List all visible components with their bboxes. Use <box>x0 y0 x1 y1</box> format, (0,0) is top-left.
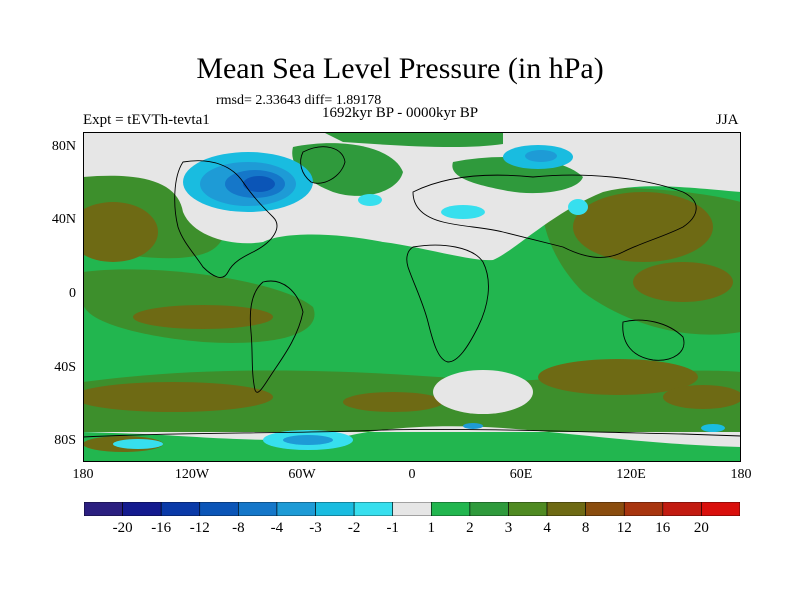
map-plot <box>83 132 741 462</box>
colorbar-label: -16 <box>151 520 172 536</box>
coastlines <box>83 146 741 438</box>
y-tick-0: 0 <box>69 286 76 301</box>
colorbar-swatch <box>430 502 471 516</box>
colorbar <box>84 502 740 516</box>
x-tick-120e: 120E <box>616 467 646 482</box>
y-tick-80s: 80S <box>54 433 76 448</box>
x-tick-120w: 120W <box>174 467 210 482</box>
y-tick-80n: 80N <box>51 139 76 154</box>
chart-title: Mean Sea Level Pressure (in hPa) <box>196 52 604 85</box>
x-tick-180e: 180 <box>730 467 752 482</box>
colorbar-swatch <box>160 502 201 516</box>
colorbar-label: 16 <box>655 520 671 536</box>
x-tick-60e: 60E <box>509 467 533 482</box>
region-brown <box>83 192 741 452</box>
colorbar-label: -2 <box>347 520 361 536</box>
colorbar-label: -8 <box>232 520 245 536</box>
period-line: 1692kyr BP - 0000kyr BP <box>322 105 479 121</box>
colorbar-swatch <box>662 502 702 516</box>
region-siberia-low <box>358 145 588 219</box>
map-frame <box>83 132 741 462</box>
experiment-line: Expt = tEVTh-tevta1 <box>83 112 210 128</box>
colorbar-label: -3 <box>309 520 322 536</box>
colorbar-swatch <box>701 502 740 516</box>
colorbar-swatch <box>199 502 239 516</box>
colorbar-label: 1 <box>427 520 436 536</box>
colorbar-label: 3 <box>504 520 513 536</box>
x-tick-180w: 180 <box>72 467 94 482</box>
season-label: JJA <box>716 112 739 128</box>
colorbar-swatch <box>276 502 316 516</box>
colorbar-swatch <box>238 502 278 516</box>
colorbar-swatch <box>623 502 664 516</box>
colorbar-swatch <box>546 502 586 516</box>
stats-line: rmsd= 2.33643 diff= 1.89178 <box>216 93 382 108</box>
y-tick-40n: 40N <box>51 212 76 227</box>
colorbar-label: 8 <box>581 520 590 536</box>
colorbar-swatch <box>508 502 548 516</box>
colorbar-swatch <box>469 502 509 516</box>
colorbar-swatch <box>122 502 162 516</box>
colorbar-label: 12 <box>616 520 632 536</box>
x-tick-60w: 60W <box>288 467 316 482</box>
colorbar-label: -20 <box>112 520 133 536</box>
region-greenland-low <box>183 152 313 212</box>
colorbar-label: 2 <box>466 520 474 536</box>
x-tick-0: 0 <box>408 467 416 482</box>
region-antarctic-low <box>113 423 725 450</box>
colorbar-label: 20 <box>693 520 709 536</box>
y-tick-40s: 40S <box>54 360 76 375</box>
colorbar-label: 4 <box>543 520 551 536</box>
colorbar-swatch <box>392 502 432 516</box>
colorbar-label: -1 <box>386 520 399 536</box>
colorbar-swatch <box>84 502 123 516</box>
colorbar-label: -12 <box>189 520 210 536</box>
colorbar-swatch <box>353 502 394 516</box>
colorbar-label: -4 <box>270 520 284 536</box>
colorbar-swatch <box>585 502 625 516</box>
colorbar-swatch <box>315 502 355 516</box>
